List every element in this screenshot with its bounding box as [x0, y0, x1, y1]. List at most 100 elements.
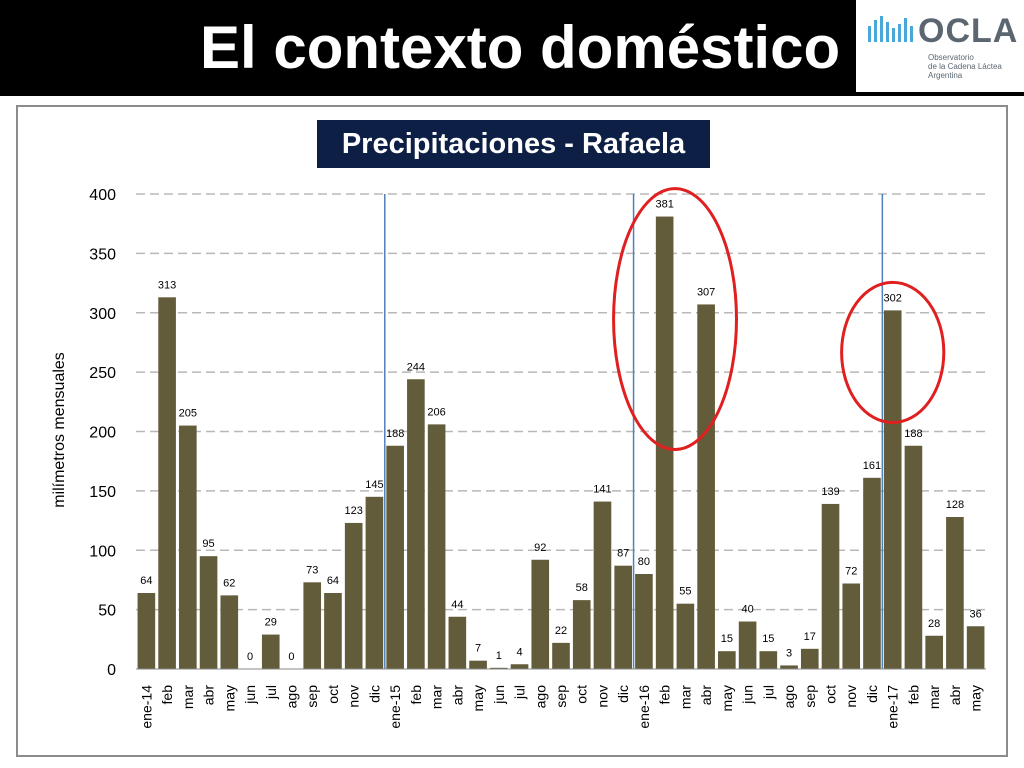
x-tick-label: ene-14 — [138, 685, 154, 729]
highlight-ellipse — [612, 187, 738, 451]
x-tick-label: nov — [843, 685, 859, 708]
data-label: 4 — [516, 646, 522, 658]
data-label: 15 — [762, 633, 774, 645]
x-tick-label: dic — [366, 685, 382, 703]
x-tick-label: abr — [947, 685, 963, 706]
data-label: 40 — [741, 604, 753, 616]
x-tick-label: jun — [740, 685, 756, 705]
data-label: 95 — [202, 538, 214, 550]
data-label: 188 — [904, 428, 922, 440]
bar — [800, 648, 819, 669]
bar — [925, 635, 943, 669]
x-tick-label: ago — [532, 685, 548, 709]
data-label: 3 — [786, 647, 792, 659]
bar — [386, 445, 404, 669]
y-tick-label: 300 — [89, 306, 116, 323]
bar — [303, 582, 322, 669]
y-tick-label: 350 — [89, 246, 116, 263]
bar — [344, 522, 363, 669]
chart-title: Precipitaciones - Rafaela — [317, 120, 710, 168]
bar — [904, 445, 923, 669]
wave-logo-icon — [868, 16, 913, 42]
bar — [427, 424, 446, 669]
x-tick-label: feb — [408, 685, 424, 705]
x-tick-label: may — [221, 685, 237, 711]
bar — [324, 593, 342, 669]
ocla-logo: OCLA Observatorio de la Cadena Láctea Ar… — [856, 0, 1024, 92]
highlight-ellipse — [840, 280, 946, 424]
bar — [946, 517, 964, 669]
x-tick-label: ago — [283, 685, 299, 709]
bar — [158, 297, 176, 669]
x-tick-label: ene-15 — [387, 685, 403, 729]
x-tick-label: oct — [823, 685, 839, 704]
bar — [365, 496, 384, 669]
x-tick-label: jun — [491, 685, 507, 705]
y-tick-label: 0 — [107, 662, 116, 679]
y-tick-label: 200 — [89, 425, 116, 442]
data-label: 0 — [288, 651, 294, 663]
bar — [883, 310, 902, 669]
logo-subtitle-line: Argentina — [928, 71, 963, 80]
data-label: 44 — [451, 599, 463, 611]
data-label: 62 — [223, 577, 235, 589]
bar — [676, 603, 695, 669]
x-tick-label: ene-17 — [885, 685, 901, 729]
x-tick-label: ene-16 — [636, 685, 652, 729]
data-label: 64 — [327, 575, 339, 587]
data-label: 28 — [928, 618, 940, 630]
data-label: 36 — [970, 608, 982, 620]
bar — [469, 660, 487, 669]
data-label: 64 — [140, 575, 152, 587]
bar — [780, 665, 798, 669]
data-label: 87 — [617, 548, 629, 560]
bar — [718, 651, 736, 669]
data-label: 313 — [158, 279, 176, 291]
data-label: 307 — [697, 286, 715, 298]
x-tick-label: feb — [657, 685, 673, 705]
y-tick-label: 150 — [89, 484, 116, 501]
data-label: 55 — [679, 586, 691, 598]
data-label: 72 — [845, 566, 857, 578]
x-tick-label: jul — [263, 685, 279, 700]
data-label: 1 — [496, 650, 502, 662]
bar — [593, 501, 612, 669]
x-tick-label: dic — [864, 685, 880, 703]
bar — [697, 304, 715, 669]
bar — [448, 616, 467, 669]
bar — [199, 556, 218, 669]
data-label: 58 — [576, 582, 588, 594]
x-tick-label: oct — [574, 685, 590, 704]
bar — [738, 621, 757, 669]
bar — [407, 379, 425, 669]
bar — [531, 559, 550, 669]
x-tick-label: sep — [304, 685, 320, 708]
data-label: 80 — [638, 556, 650, 568]
x-tick-label: sep — [553, 685, 569, 708]
x-tick-label: sep — [802, 685, 818, 708]
y-tick-label: 250 — [89, 365, 116, 382]
x-tick-label: mar — [180, 685, 196, 709]
data-label: 244 — [407, 361, 425, 373]
bar — [261, 634, 280, 669]
data-label: 141 — [593, 484, 611, 496]
data-label: 123 — [345, 505, 363, 517]
bar — [552, 642, 570, 669]
logo-wordmark: OCLA — [918, 12, 1019, 50]
data-label: 128 — [946, 499, 964, 511]
x-tick-label: may — [470, 685, 486, 711]
data-label: 381 — [655, 199, 673, 211]
x-tick-label: abr — [449, 685, 465, 706]
x-tick-label: feb — [905, 685, 921, 705]
x-tick-label: oct — [325, 685, 341, 704]
data-label: 161 — [863, 460, 881, 472]
slide-title: El contexto doméstico — [200, 14, 841, 81]
x-tick-label: nov — [346, 685, 362, 708]
x-tick-label: ago — [781, 685, 797, 709]
data-label: 206 — [427, 406, 445, 418]
data-label: 73 — [306, 564, 318, 576]
x-tick-label: jun — [242, 685, 258, 705]
bar — [863, 477, 881, 669]
bar — [614, 565, 633, 669]
